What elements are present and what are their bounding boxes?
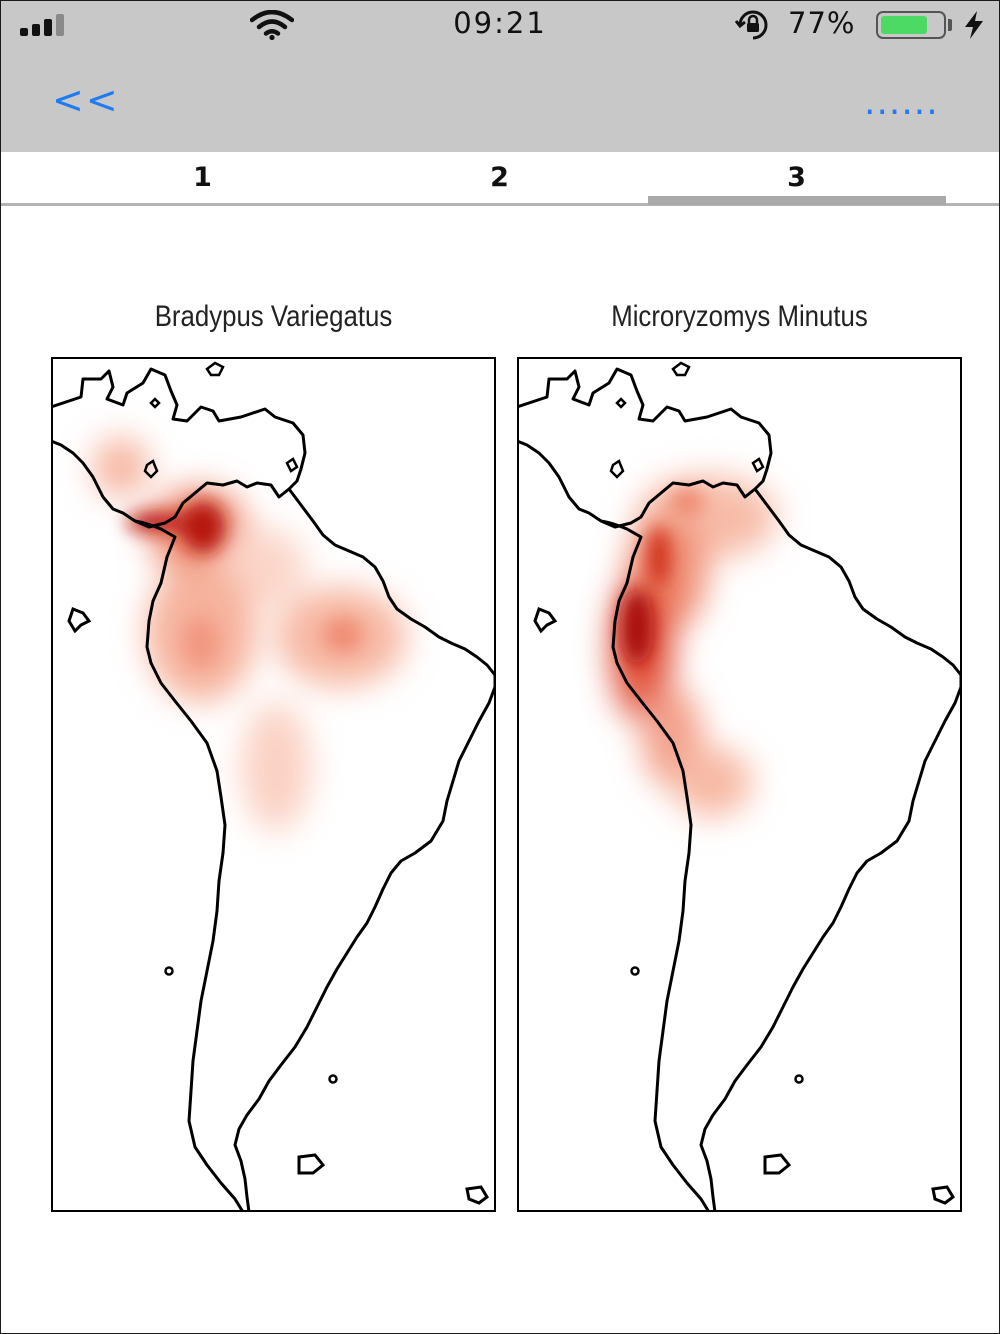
navigation-bar: << ...... bbox=[0, 52, 1000, 152]
tab-2[interactable]: 2 bbox=[490, 162, 509, 193]
wifi-icon bbox=[250, 10, 294, 40]
status-bar: 09:21 77% bbox=[0, 0, 1000, 52]
chart-title-right: Microryzomys Minutus bbox=[611, 300, 868, 333]
distribution-map-right[interactable] bbox=[517, 357, 962, 1212]
tab-1[interactable]: 1 bbox=[193, 162, 212, 193]
tab-3[interactable]: 3 bbox=[787, 162, 806, 193]
battery-percent: 77% bbox=[788, 6, 856, 40]
distribution-map-left[interactable] bbox=[51, 357, 496, 1212]
more-options-button[interactable]: ...... bbox=[864, 82, 939, 123]
rotation-lock-icon bbox=[734, 10, 768, 40]
chart-title-left: Bradypus Variegatus bbox=[154, 300, 393, 333]
status-time: 09:21 bbox=[453, 6, 547, 40]
selected-tab-indicator bbox=[648, 196, 946, 205]
tab-bar-divider bbox=[0, 203, 1000, 206]
back-button[interactable]: << bbox=[52, 78, 120, 122]
battery-tip bbox=[948, 19, 952, 31]
battery-icon bbox=[876, 11, 946, 39]
battery-level-fill bbox=[881, 16, 927, 34]
charging-icon bbox=[965, 11, 983, 39]
